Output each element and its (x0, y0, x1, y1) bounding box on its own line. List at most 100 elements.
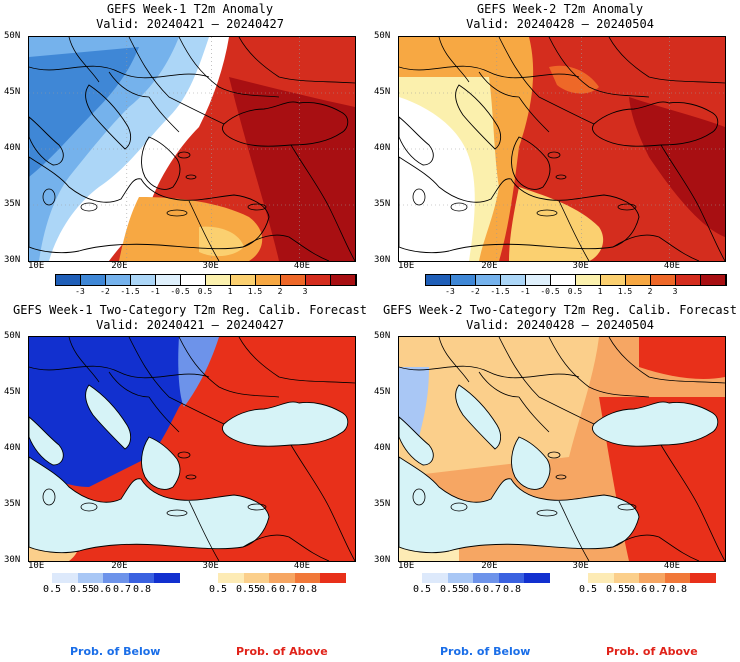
country-border (108, 71, 150, 98)
anomaly-field (629, 97, 725, 237)
colorbar-swatch (576, 275, 601, 285)
coastline (399, 156, 640, 254)
lon-label: 30E (572, 261, 589, 271)
colorbar-label: 1 (227, 287, 233, 296)
coastline (29, 116, 64, 166)
colorbar-swatch (664, 573, 691, 583)
coastline (592, 101, 719, 147)
sea-mask (592, 401, 718, 447)
colorbar-swatch (524, 573, 550, 583)
colorbar-label: 0.7 (482, 584, 502, 595)
coastline (222, 101, 349, 147)
coastline (141, 136, 181, 190)
prob-below-caption-left: Prob. of Below (70, 645, 161, 658)
colorbar-label: 0.5 (578, 584, 598, 595)
colorbar-swatch (639, 573, 665, 583)
colorbar-swatch (426, 275, 451, 285)
map-frame (398, 336, 726, 562)
country-border (178, 37, 280, 98)
panel-title: GEFS Week-1 Two-Category T2m Reg. Calib.… (12, 303, 367, 317)
colorbar-label: 2 (277, 287, 283, 296)
colorbar-swatch (269, 573, 295, 583)
colorbar-swatch (588, 573, 614, 583)
anomaly-field (29, 47, 139, 177)
country-border (399, 365, 580, 379)
country-border (558, 500, 590, 561)
lat-label: 30N (4, 555, 21, 565)
lon-label: 20E (481, 261, 498, 271)
island-outline (555, 474, 567, 480)
island-outline (412, 188, 426, 206)
country-border (518, 396, 550, 433)
map-frame (28, 36, 356, 262)
lat-label: 45N (4, 387, 21, 397)
country-border (548, 37, 650, 98)
lon-label: 30E (202, 561, 219, 571)
country-border (660, 444, 725, 561)
country-border (438, 337, 470, 383)
country-border (478, 71, 520, 98)
colorbar-label: -2 (470, 287, 480, 296)
prob-field (29, 337, 219, 487)
colorbar-swatch (206, 275, 231, 285)
colorbar-swatch (551, 275, 576, 285)
colorbar-label: -3 (75, 287, 85, 296)
country-border (498, 337, 595, 425)
country-border (242, 234, 330, 261)
colorbar-label: 0.7 (112, 584, 132, 595)
colorbar-label: 0.6 (628, 584, 648, 595)
prob-field (639, 337, 725, 379)
colorbar-swatch (131, 275, 156, 285)
map-canvas (29, 37, 355, 261)
prob-below-caption-right: Prob. of Below (440, 645, 531, 658)
coastline (141, 436, 181, 490)
colorbar-label: -2 (100, 287, 110, 296)
country-border (478, 371, 520, 398)
panel-title: GEFS Week-2 T2m Anomaly (476, 2, 644, 16)
prob-field (399, 337, 599, 477)
country-border (128, 337, 225, 425)
colorbar-swatch (473, 573, 499, 583)
lat-label: 40N (374, 143, 391, 153)
island-outline (555, 174, 567, 180)
anomaly-field (229, 77, 355, 261)
colorbar-swatch (294, 573, 321, 583)
country-border (498, 37, 595, 125)
colorbar-label: -1 (150, 287, 160, 296)
lat-label: 45N (374, 387, 391, 397)
colorbar-swatch (501, 275, 526, 285)
coastline (85, 84, 132, 150)
sea-mask (399, 417, 434, 465)
lon-label: 30E (572, 561, 589, 571)
country-border (188, 200, 220, 261)
country-border (438, 37, 470, 83)
map-frame (28, 336, 356, 562)
prob-field (399, 367, 429, 437)
country-border (612, 534, 700, 561)
colorbar-label: 0.6 (258, 584, 278, 595)
lon-label: 40E (293, 261, 311, 271)
island-outline (166, 509, 188, 517)
colorbar-label: 0.8 (298, 584, 318, 595)
sea-mask (222, 401, 348, 447)
colorbar-swatch (106, 275, 131, 285)
lat-label: 30N (374, 255, 391, 265)
lon-label: 20E (481, 561, 498, 571)
colorbar-swatch (243, 573, 270, 583)
panel-title: GEFS Week-1 T2m Anomaly (106, 2, 274, 16)
colorbar-label: 0.7 (648, 584, 668, 595)
island-outline (450, 502, 468, 512)
coastline (511, 136, 551, 190)
lat-label: 30N (4, 255, 21, 265)
colorbar-swatch (154, 573, 180, 583)
lon-label: 10E (398, 261, 415, 271)
country-border (178, 337, 280, 398)
lon-label: 40E (663, 561, 681, 571)
lon-label: 40E (663, 261, 681, 271)
lat-label: 35N (4, 499, 21, 509)
island-outline (247, 503, 267, 511)
island-outline (617, 203, 637, 211)
colorbar-label: -0.5 (170, 287, 190, 296)
island-outline (166, 209, 188, 217)
colorbar-swatch (256, 275, 281, 285)
